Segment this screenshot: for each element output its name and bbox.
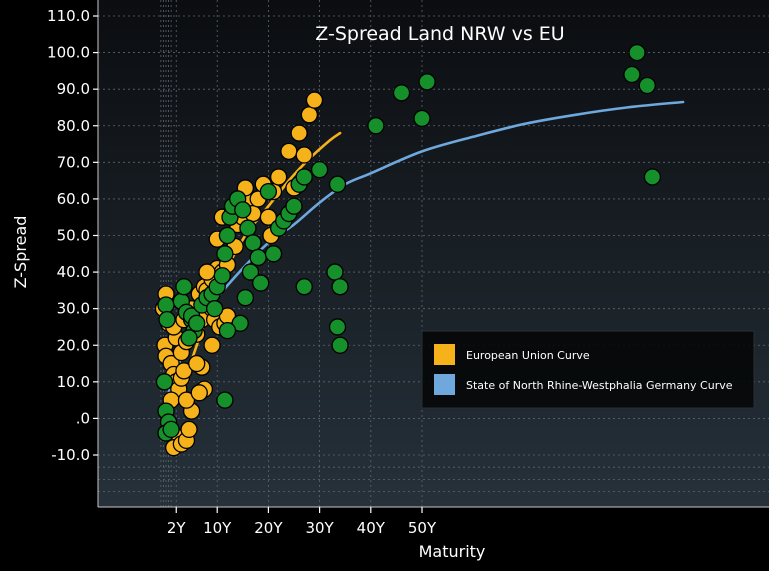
y-tick-label: 30.0 bbox=[57, 300, 90, 318]
eu-point bbox=[269, 168, 288, 186]
nrw-point bbox=[157, 296, 175, 314]
eu-point bbox=[300, 106, 319, 124]
nrw-point bbox=[158, 310, 176, 329]
nrw-point bbox=[413, 109, 431, 128]
y-tick-label: 70.0 bbox=[57, 153, 90, 171]
nrw-point bbox=[259, 182, 278, 201]
legend-box bbox=[421, 330, 755, 409]
legend-label-nrw: State of North Rhine-Westphalia Germany … bbox=[466, 379, 733, 392]
nrw-point bbox=[236, 289, 255, 307]
nrw-point bbox=[162, 420, 180, 439]
x-tick-label: 10Y bbox=[203, 519, 232, 537]
nrw-point bbox=[188, 314, 206, 332]
nrw-point bbox=[643, 168, 662, 186]
nrw-point bbox=[326, 263, 344, 281]
x-tick-label: 30Y bbox=[305, 519, 334, 537]
legend-label-eu: European Union Curve bbox=[466, 349, 590, 362]
nrw-point bbox=[392, 84, 411, 102]
nrw-point bbox=[231, 314, 249, 332]
eu-point bbox=[280, 142, 298, 161]
legend: European Union Curve State of North Rhin… bbox=[421, 330, 755, 409]
x-axis-label: Maturity bbox=[419, 542, 486, 561]
x-tick-label: 20Y bbox=[254, 519, 283, 537]
nrw-point bbox=[218, 321, 237, 340]
nrw-point bbox=[216, 245, 234, 263]
y-tick-label: 100.0 bbox=[47, 44, 90, 62]
nrw-point bbox=[239, 219, 257, 237]
nrw-point bbox=[241, 263, 260, 281]
legend-swatch-nrw bbox=[434, 374, 455, 395]
legend-swatch-eu bbox=[434, 344, 455, 365]
nrw-point bbox=[249, 248, 267, 267]
y-tick-label: 90.0 bbox=[57, 80, 90, 98]
nrw-point bbox=[638, 76, 656, 95]
y-tick-label: 10.0 bbox=[57, 373, 90, 391]
nrw-point bbox=[218, 226, 237, 245]
y-tick-label: .0 bbox=[76, 409, 90, 427]
nrw-point bbox=[331, 278, 349, 296]
nrw-point bbox=[295, 278, 313, 296]
nrw-point bbox=[328, 318, 347, 336]
nrw-point bbox=[295, 168, 313, 186]
eu-point bbox=[198, 263, 216, 281]
eu-point bbox=[177, 391, 196, 409]
nrw-point bbox=[418, 73, 436, 91]
chart-title: Z-Spread Land NRW vs EU bbox=[315, 23, 564, 45]
scatter-points bbox=[154, 43, 662, 457]
y-tick-label: 80.0 bbox=[57, 117, 90, 135]
y-tick-label: 60.0 bbox=[57, 190, 90, 208]
nrw-point bbox=[628, 43, 646, 62]
eu-point bbox=[295, 146, 313, 164]
eu-point bbox=[190, 384, 208, 402]
y-tick-label: 110.0 bbox=[47, 7, 90, 25]
y-tick-label: 20.0 bbox=[57, 336, 90, 354]
nrw-point bbox=[175, 278, 193, 296]
nrw-point bbox=[205, 300, 224, 318]
nrw-point bbox=[285, 197, 303, 215]
y-tick-label: 40.0 bbox=[57, 263, 90, 281]
y-tick-label: -10.0 bbox=[51, 446, 90, 464]
eu-point bbox=[203, 336, 221, 354]
eu-point bbox=[180, 420, 198, 439]
nrw-point bbox=[155, 373, 174, 391]
nrw-point bbox=[367, 117, 385, 135]
y-axis-ticks: 110.0 100.0 90.0 80.0 70.0 60.0 50.0 40.0 30.0 20… bbox=[47, 7, 98, 464]
x-tick-label: 40Y bbox=[357, 519, 386, 537]
nrw-point bbox=[264, 245, 283, 263]
eu-point bbox=[175, 362, 193, 380]
nrw-point bbox=[331, 336, 349, 354]
nrw-point bbox=[623, 65, 641, 84]
nrw-point bbox=[252, 274, 270, 292]
nrw-point bbox=[310, 160, 329, 179]
eu-point bbox=[290, 124, 308, 142]
eu-point bbox=[188, 354, 206, 373]
nrw-point bbox=[180, 329, 198, 347]
nrw-point bbox=[216, 391, 234, 409]
x-axis-ticks: 2Y 10Y 20Y 30Y 40Y 50Y bbox=[167, 507, 437, 537]
eu-point bbox=[305, 91, 324, 109]
x-tick-label: 2Y bbox=[167, 519, 187, 537]
x-tick-label: 50Y bbox=[408, 519, 437, 537]
nrw-point bbox=[213, 267, 231, 285]
nrw-point bbox=[244, 234, 262, 252]
nrw-point bbox=[328, 175, 347, 193]
nrw-point bbox=[234, 201, 252, 219]
y-axis-label: Z-Spread bbox=[11, 216, 30, 289]
y-tick-label: 50.0 bbox=[57, 227, 90, 245]
